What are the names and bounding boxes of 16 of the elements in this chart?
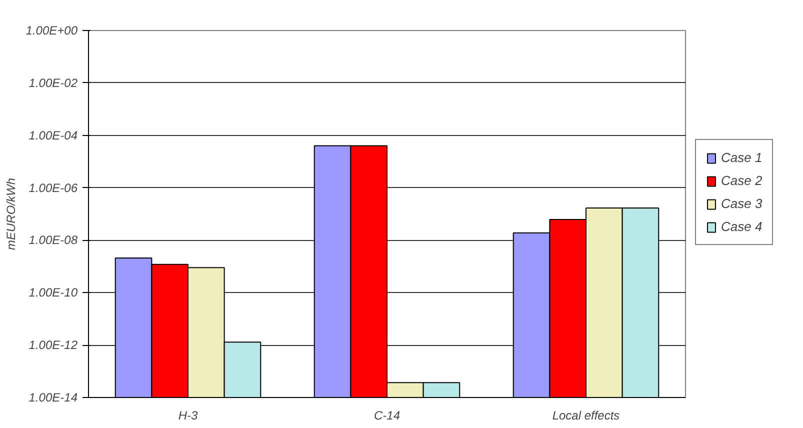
legend-label: Case 2 bbox=[721, 173, 762, 188]
x-tick-label: H-3 bbox=[178, 408, 198, 422]
y-tick-label: 1.00E-10 bbox=[28, 286, 78, 300]
legend-label: Case 3 bbox=[721, 196, 762, 211]
y-tick-label: 1.00E-08 bbox=[28, 233, 78, 248]
y-tick-label: 1.00E-04 bbox=[28, 128, 78, 142]
y-tick-label: 1.00E-14 bbox=[28, 390, 78, 404]
y-tick-label: 1.00E-06 bbox=[28, 180, 78, 195]
legend-label: Case 4 bbox=[721, 219, 762, 234]
x-tick-label: C-14 bbox=[374, 408, 400, 422]
y-axis-title: mEURO/kWh bbox=[4, 178, 18, 250]
legend-label: Case 1 bbox=[721, 150, 762, 165]
y-tick-label: 1.00E+00 bbox=[26, 24, 78, 38]
x-tick-label: Local effects bbox=[552, 408, 620, 422]
y-tick-label: 1.00E-02 bbox=[28, 76, 78, 90]
y-tick-label: 1.00E-12 bbox=[28, 338, 78, 352]
